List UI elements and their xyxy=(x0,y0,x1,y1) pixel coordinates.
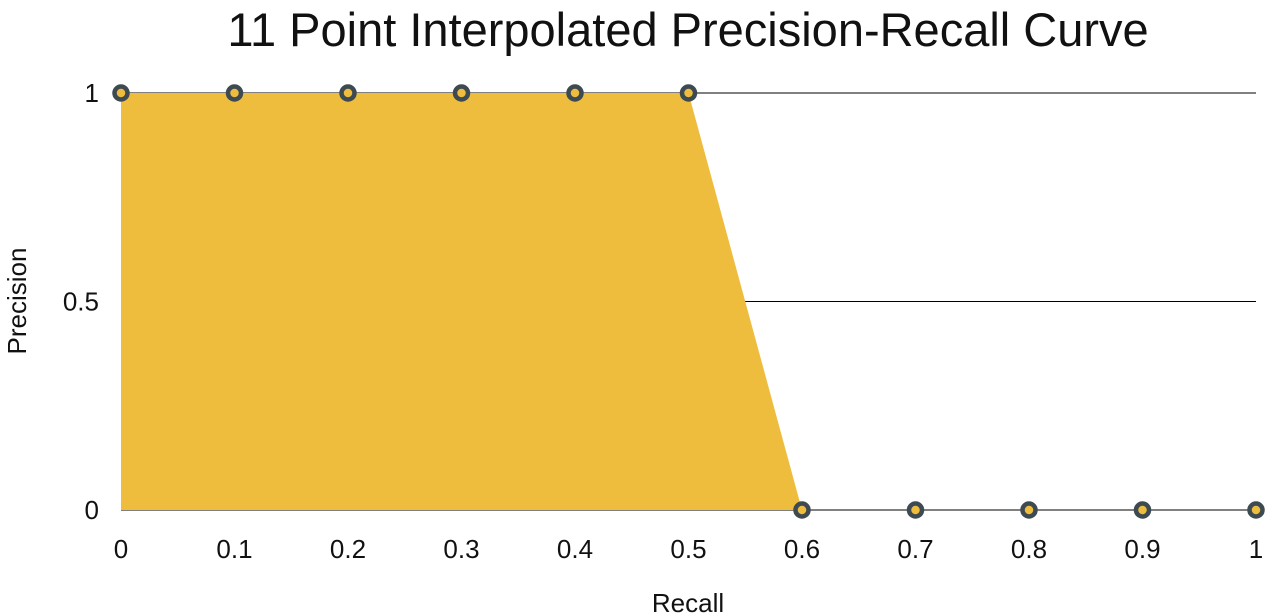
x-tick-label-0.2: 0.2 xyxy=(330,534,366,564)
data-point-7 xyxy=(906,501,925,519)
x-tick-label-0.6: 0.6 xyxy=(784,534,820,564)
y-tick-label-0.5: 0.5 xyxy=(63,287,99,317)
area-fill-layer xyxy=(121,93,1256,510)
data-point-4 xyxy=(566,84,584,102)
data-point-6 xyxy=(793,501,811,519)
x-tick-label-0.9: 0.9 xyxy=(1124,534,1160,564)
y-tick-label-0: 0 xyxy=(85,495,99,525)
x-axis-ticks: 0 0.1 0.2 0.3 0.4 0.5 0.6 0.7 0.8 0.9 1 xyxy=(114,534,1263,564)
data-point-10 xyxy=(1247,501,1265,519)
data-points xyxy=(112,84,1265,519)
data-point-3 xyxy=(452,84,471,102)
chart-title: 11 Point Interpolated Precision-Recall C… xyxy=(227,3,1149,56)
y-tick-label-1: 1 xyxy=(85,78,99,108)
x-tick-label-0.8: 0.8 xyxy=(1011,534,1047,564)
x-tick-label-0.3: 0.3 xyxy=(443,534,479,564)
data-point-0 xyxy=(112,84,130,102)
x-tick-label-0.7: 0.7 xyxy=(897,534,933,564)
data-point-5 xyxy=(679,84,698,102)
data-point-8 xyxy=(1020,501,1038,519)
x-tick-label-1: 1 xyxy=(1249,534,1263,564)
x-tick-label-0.5: 0.5 xyxy=(670,534,706,564)
data-point-2 xyxy=(339,84,357,102)
x-axis-label: Recall xyxy=(652,588,724,615)
x-tick-label-0.1: 0.1 xyxy=(216,534,252,564)
data-point-9 xyxy=(1133,501,1152,519)
y-axis-ticks: 00.51 xyxy=(63,78,99,525)
data-point-1 xyxy=(225,84,244,102)
x-tick-label-0.4: 0.4 xyxy=(557,534,593,564)
y-axis-label: Precision xyxy=(2,248,32,355)
x-tick-label-0: 0 xyxy=(114,534,128,564)
precision-area xyxy=(121,93,1256,510)
